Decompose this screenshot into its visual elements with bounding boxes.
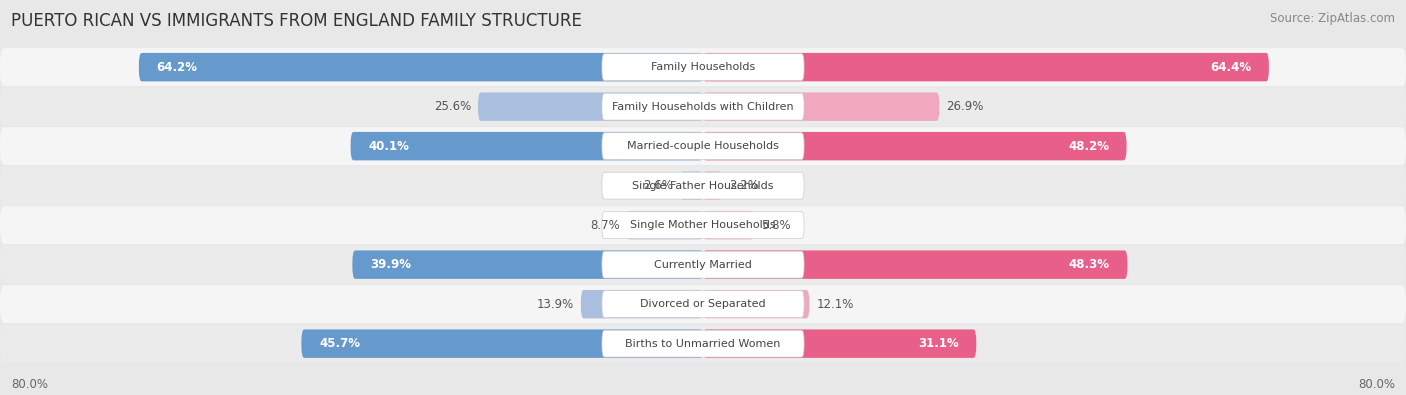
- FancyBboxPatch shape: [602, 54, 804, 81]
- FancyBboxPatch shape: [602, 172, 804, 199]
- Text: Family Households with Children: Family Households with Children: [612, 102, 794, 112]
- Text: 12.1%: 12.1%: [817, 298, 853, 310]
- FancyBboxPatch shape: [703, 171, 723, 200]
- FancyBboxPatch shape: [0, 127, 1406, 165]
- FancyBboxPatch shape: [0, 325, 1406, 363]
- FancyBboxPatch shape: [602, 291, 804, 318]
- Text: Source: ZipAtlas.com: Source: ZipAtlas.com: [1270, 12, 1395, 25]
- Text: 64.4%: 64.4%: [1211, 61, 1251, 73]
- Text: 39.9%: 39.9%: [370, 258, 411, 271]
- FancyBboxPatch shape: [301, 329, 703, 358]
- FancyBboxPatch shape: [602, 330, 804, 357]
- FancyBboxPatch shape: [703, 211, 754, 239]
- Text: 40.1%: 40.1%: [368, 140, 409, 152]
- Text: Single Father Households: Single Father Households: [633, 181, 773, 191]
- FancyBboxPatch shape: [0, 206, 1406, 244]
- FancyBboxPatch shape: [703, 250, 1128, 279]
- Text: 45.7%: 45.7%: [319, 337, 360, 350]
- Text: Births to Unmarried Women: Births to Unmarried Women: [626, 339, 780, 349]
- FancyBboxPatch shape: [0, 246, 1406, 284]
- Text: Family Households: Family Households: [651, 62, 755, 72]
- Text: Married-couple Households: Married-couple Households: [627, 141, 779, 151]
- FancyBboxPatch shape: [703, 290, 810, 318]
- Text: 64.2%: 64.2%: [156, 61, 197, 73]
- FancyBboxPatch shape: [0, 48, 1406, 86]
- Text: 80.0%: 80.0%: [11, 378, 48, 391]
- FancyBboxPatch shape: [0, 88, 1406, 126]
- FancyBboxPatch shape: [581, 290, 703, 318]
- Text: 48.3%: 48.3%: [1069, 258, 1109, 271]
- FancyBboxPatch shape: [703, 329, 976, 358]
- FancyBboxPatch shape: [627, 211, 703, 239]
- FancyBboxPatch shape: [602, 133, 804, 160]
- Text: 8.7%: 8.7%: [589, 219, 620, 231]
- FancyBboxPatch shape: [353, 250, 703, 279]
- Text: PUERTO RICAN VS IMMIGRANTS FROM ENGLAND FAMILY STRUCTURE: PUERTO RICAN VS IMMIGRANTS FROM ENGLAND …: [11, 12, 582, 30]
- Text: 48.2%: 48.2%: [1069, 140, 1109, 152]
- Text: Currently Married: Currently Married: [654, 260, 752, 270]
- Text: 31.1%: 31.1%: [918, 337, 959, 350]
- FancyBboxPatch shape: [0, 285, 1406, 323]
- Text: 2.6%: 2.6%: [644, 179, 673, 192]
- FancyBboxPatch shape: [478, 92, 703, 121]
- FancyBboxPatch shape: [602, 251, 804, 278]
- Text: 5.8%: 5.8%: [761, 219, 790, 231]
- FancyBboxPatch shape: [350, 132, 703, 160]
- Text: 80.0%: 80.0%: [1358, 378, 1395, 391]
- Text: 26.9%: 26.9%: [946, 100, 984, 113]
- Text: Single Mother Households: Single Mother Households: [630, 220, 776, 230]
- Text: Divorced or Separated: Divorced or Separated: [640, 299, 766, 309]
- FancyBboxPatch shape: [139, 53, 703, 81]
- Text: 2.2%: 2.2%: [730, 179, 759, 192]
- FancyBboxPatch shape: [0, 167, 1406, 205]
- Text: 13.9%: 13.9%: [537, 298, 574, 310]
- FancyBboxPatch shape: [602, 212, 804, 239]
- Text: 25.6%: 25.6%: [434, 100, 471, 113]
- FancyBboxPatch shape: [681, 171, 703, 200]
- FancyBboxPatch shape: [703, 53, 1268, 81]
- FancyBboxPatch shape: [602, 93, 804, 120]
- FancyBboxPatch shape: [703, 132, 1126, 160]
- FancyBboxPatch shape: [703, 92, 939, 121]
